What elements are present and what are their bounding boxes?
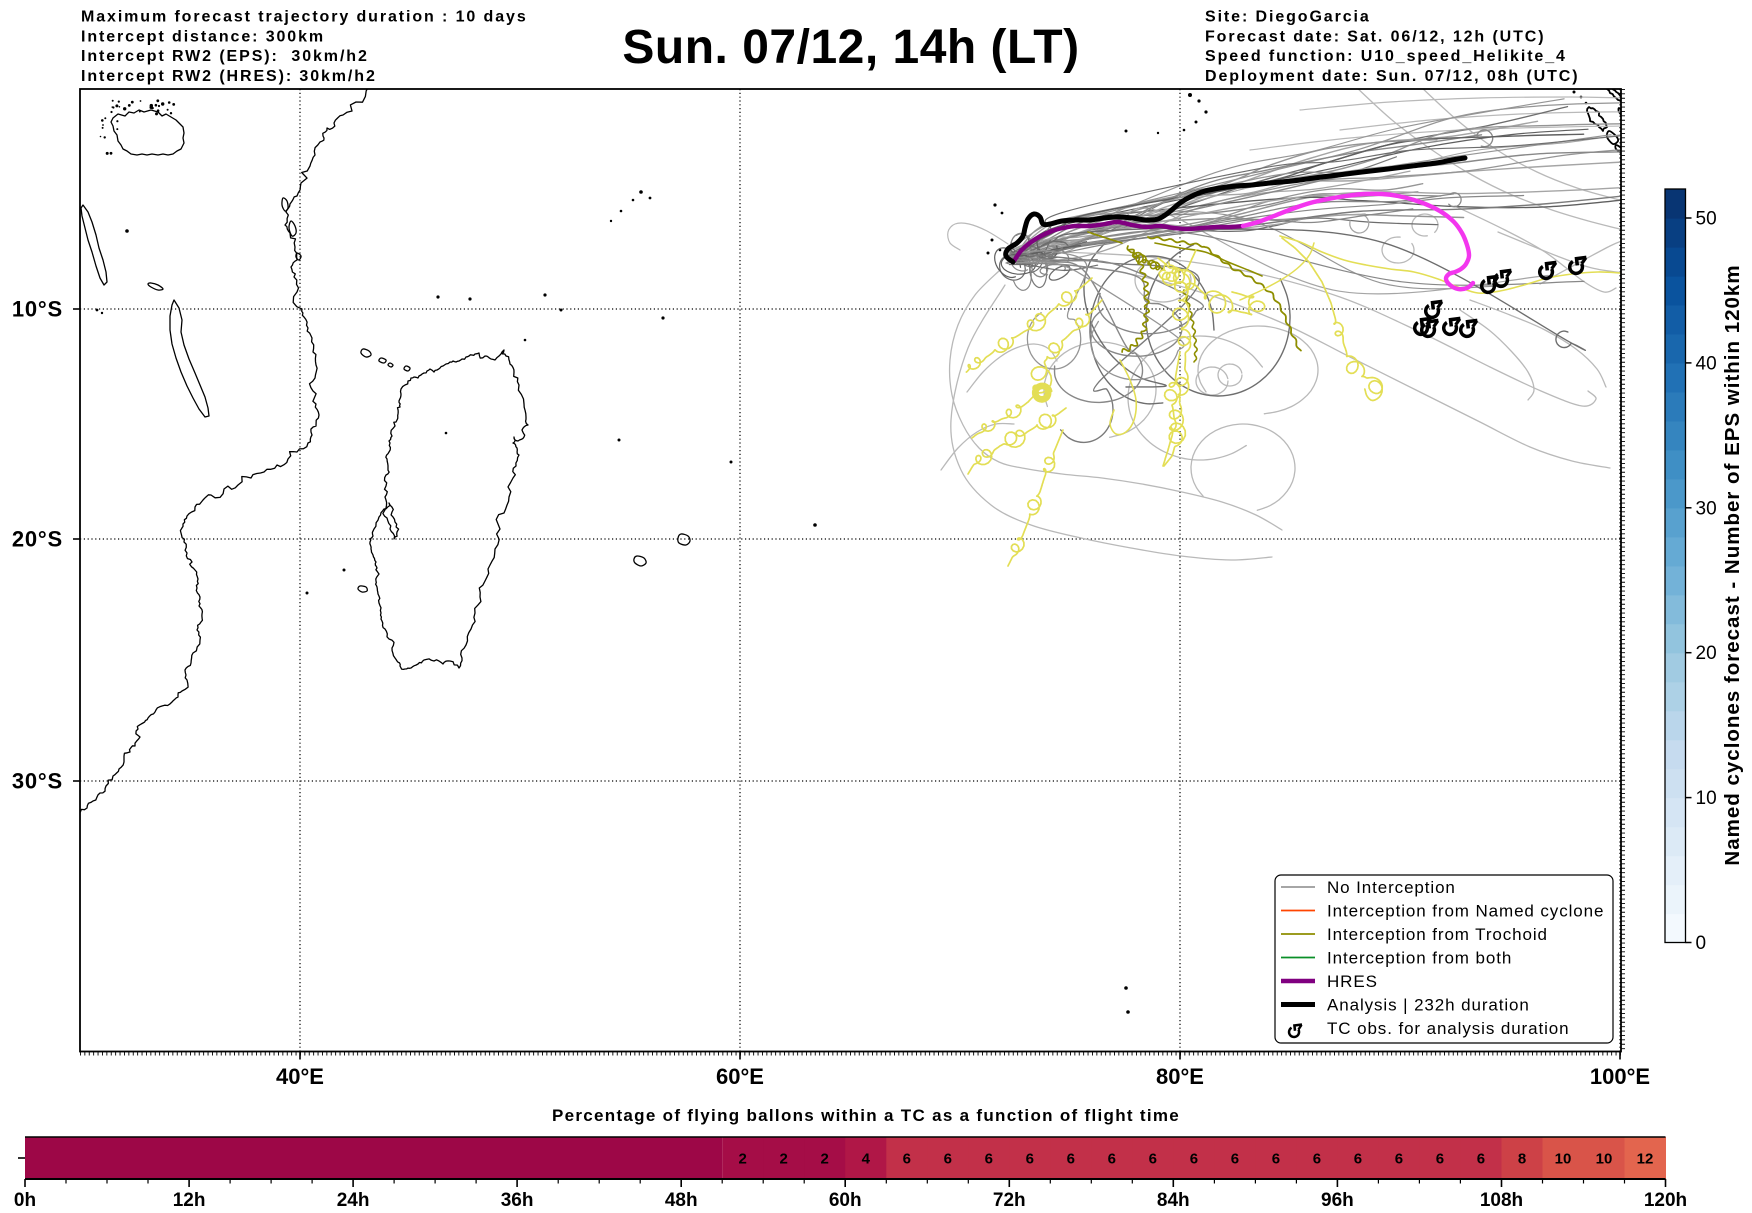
svg-text:48h: 48h bbox=[665, 1190, 698, 1211]
svg-text:6: 6 bbox=[944, 1151, 952, 1168]
svg-text:8: 8 bbox=[1518, 1151, 1526, 1168]
svg-text:6: 6 bbox=[1395, 1151, 1403, 1168]
svg-text:Maximum forecast trajectory du: Maximum forecast trajectory duration : 1… bbox=[81, 9, 528, 26]
svg-text:Intercept distance: 300km: Intercept distance: 300km bbox=[81, 28, 325, 45]
svg-text:Intercept RW2 (HRES): 30km/h2: Intercept RW2 (HRES): 30km/h2 bbox=[81, 68, 377, 85]
svg-text:2: 2 bbox=[739, 1151, 747, 1168]
svg-text:2: 2 bbox=[780, 1151, 788, 1168]
svg-text:Speed function: U10_speed_Heli: Speed function: U10_speed_Helikite_4 bbox=[1205, 48, 1567, 65]
svg-text:Analysis | 232h duration: Analysis | 232h duration bbox=[1327, 996, 1530, 1015]
svg-text:6: 6 bbox=[1313, 1151, 1321, 1168]
svg-text:6: 6 bbox=[1149, 1151, 1157, 1168]
svg-text:Sun. 07/12, 14h (LT): Sun. 07/12, 14h (LT) bbox=[622, 21, 1079, 74]
svg-text:6: 6 bbox=[1354, 1151, 1362, 1168]
svg-text:Intercept RW2 (EPS): 30km/h2: Intercept RW2 (EPS): 30km/h2 bbox=[81, 48, 369, 65]
svg-text:6: 6 bbox=[1067, 1151, 1075, 1168]
svg-text:30: 30 bbox=[1696, 498, 1717, 519]
svg-text:6: 6 bbox=[1108, 1151, 1116, 1168]
svg-text:TC obs. for analysis duration: TC obs. for analysis duration bbox=[1327, 1019, 1569, 1038]
svg-text:80°E: 80°E bbox=[1156, 1064, 1204, 1089]
svg-text:36h: 36h bbox=[501, 1190, 534, 1211]
svg-text:12: 12 bbox=[1637, 1151, 1654, 1168]
svg-text:10°S: 10°S bbox=[12, 297, 63, 322]
svg-text:Site: DiegoGarcia: Site: DiegoGarcia bbox=[1205, 9, 1371, 26]
svg-text:120h: 120h bbox=[1644, 1190, 1687, 1211]
svg-text:HRES: HRES bbox=[1327, 972, 1378, 991]
svg-text:10: 10 bbox=[1555, 1151, 1572, 1168]
svg-text:Percentage of flying ballons w: Percentage of flying ballons within a TC… bbox=[552, 1106, 1180, 1125]
svg-text:60°E: 60°E bbox=[716, 1064, 764, 1089]
svg-text:Interception from both: Interception from both bbox=[1327, 949, 1512, 968]
svg-text:40: 40 bbox=[1696, 353, 1717, 374]
svg-text:6: 6 bbox=[1231, 1151, 1239, 1168]
svg-text:4: 4 bbox=[862, 1151, 871, 1168]
svg-text:6: 6 bbox=[1477, 1151, 1485, 1168]
svg-text:12h: 12h bbox=[173, 1190, 206, 1211]
svg-text:6: 6 bbox=[903, 1151, 911, 1168]
svg-text:30°S: 30°S bbox=[12, 769, 63, 794]
svg-text:6: 6 bbox=[985, 1151, 993, 1168]
svg-text:50: 50 bbox=[1696, 209, 1717, 230]
svg-text:2: 2 bbox=[821, 1151, 829, 1168]
svg-text:84h: 84h bbox=[1157, 1190, 1190, 1211]
svg-text:24h: 24h bbox=[337, 1190, 370, 1211]
svg-text:20°S: 20°S bbox=[12, 527, 63, 552]
svg-text:72h: 72h bbox=[993, 1190, 1026, 1211]
svg-text:6: 6 bbox=[1272, 1151, 1280, 1168]
svg-text:100°E: 100°E bbox=[1590, 1064, 1650, 1089]
svg-text:60h: 60h bbox=[829, 1190, 862, 1211]
svg-text:Interception from Trochoid: Interception from Trochoid bbox=[1327, 925, 1548, 944]
svg-text:10: 10 bbox=[1696, 788, 1717, 809]
svg-text:6: 6 bbox=[1026, 1151, 1034, 1168]
svg-text:Deployment date: Sun. 07/12, 0: Deployment date: Sun. 07/12, 08h (UTC) bbox=[1205, 68, 1579, 85]
svg-text:6: 6 bbox=[1436, 1151, 1444, 1168]
svg-text:0h: 0h bbox=[14, 1190, 36, 1211]
svg-text:Forecast date: Sat. 06/12, 12h: Forecast date: Sat. 06/12, 12h (UTC) bbox=[1205, 28, 1546, 45]
svg-text:Named cyclones forecast - Numb: Named cyclones forecast - Number of EPS … bbox=[1721, 264, 1744, 865]
svg-text:No Interception: No Interception bbox=[1327, 878, 1456, 897]
svg-text:0: 0 bbox=[1696, 933, 1707, 954]
svg-text:108h: 108h bbox=[1480, 1190, 1523, 1211]
svg-text:6: 6 bbox=[1190, 1151, 1198, 1168]
svg-text:40°E: 40°E bbox=[276, 1064, 324, 1089]
svg-text:20: 20 bbox=[1696, 643, 1717, 664]
svg-text:10: 10 bbox=[1596, 1151, 1613, 1168]
svg-text:96h: 96h bbox=[1321, 1190, 1354, 1211]
svg-text:Interception from Named cyclon: Interception from Named cyclone bbox=[1327, 902, 1604, 921]
